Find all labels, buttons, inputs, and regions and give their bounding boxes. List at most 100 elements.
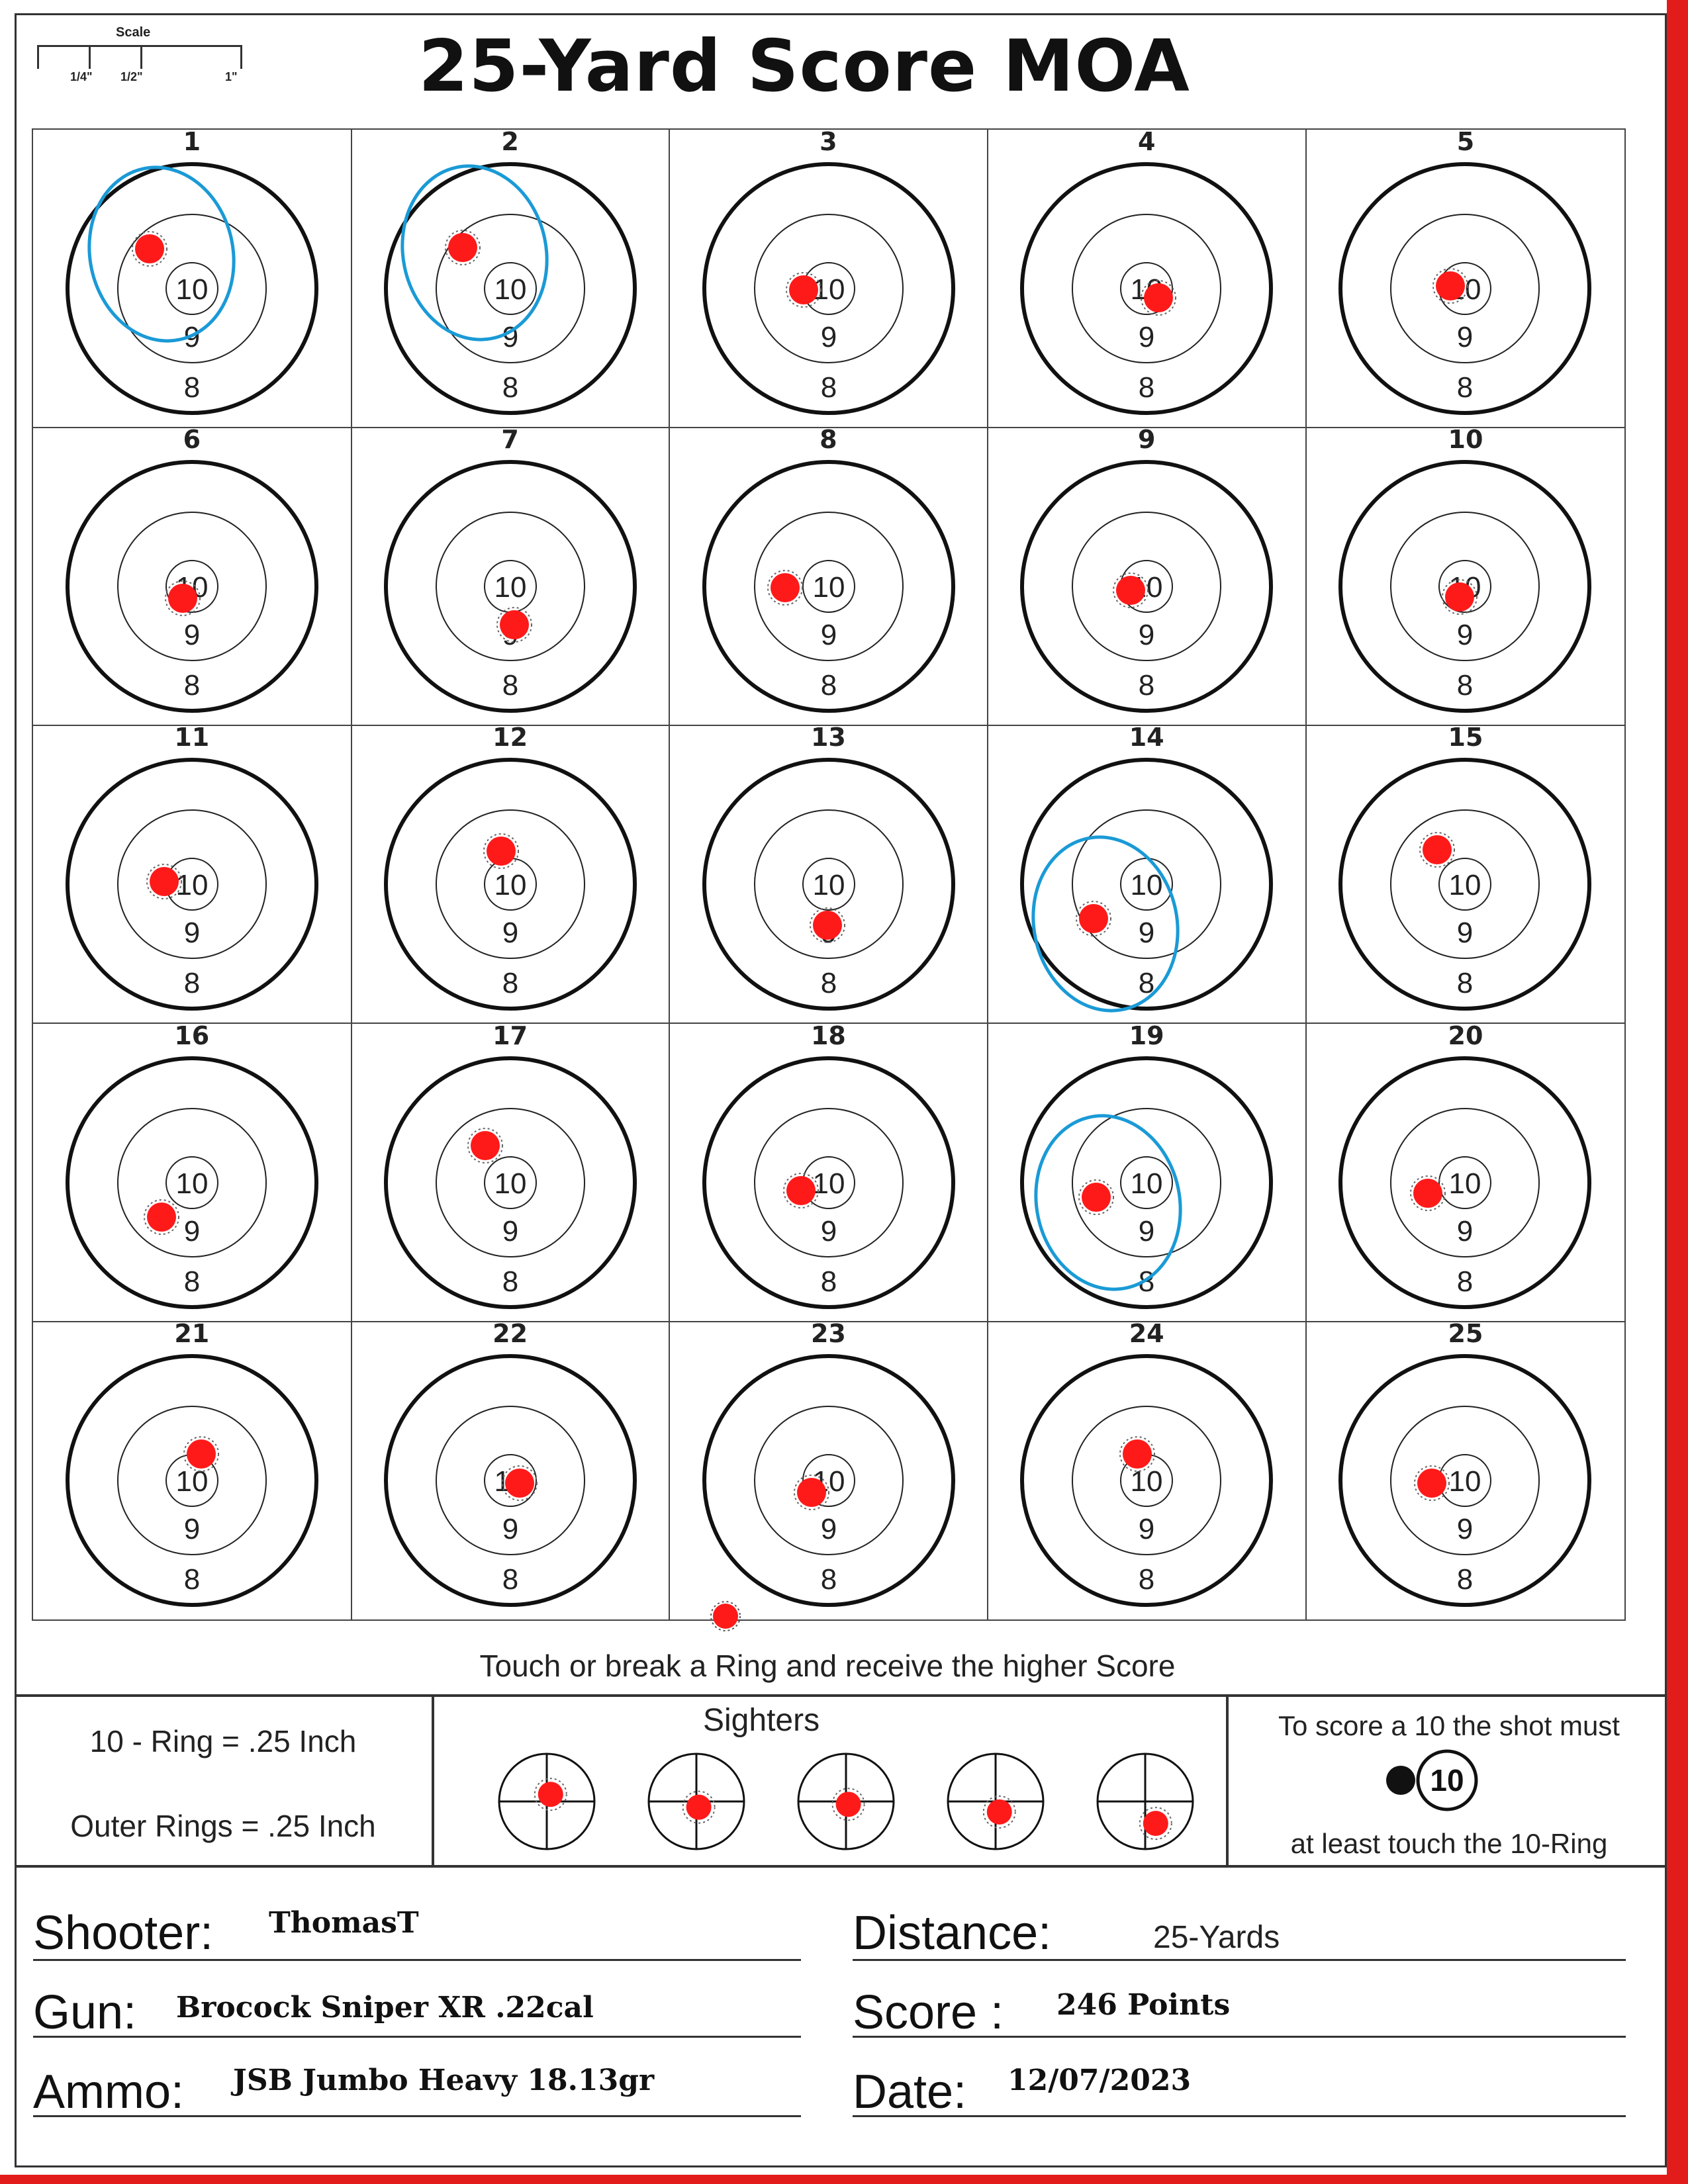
scale-bar: Scale 1/4" 1/2" 1"	[33, 20, 252, 93]
target-3: 3 10 9 8	[669, 127, 989, 428]
ring-label-8: 8	[820, 1265, 836, 1298]
shot-tear	[132, 231, 167, 267]
ring-label-8: 8	[502, 1265, 518, 1298]
ring-9	[1390, 809, 1540, 960]
ring-label-10: 10	[494, 1167, 526, 1200]
scale-tick-quarter: 1/4"	[70, 70, 93, 83]
rule-line-2: at least touch the 10-Ring	[1290, 1828, 1608, 1859]
shot-hole	[1413, 1178, 1443, 1208]
ring-label-9: 9	[1457, 1215, 1473, 1248]
shot-tear	[467, 1127, 503, 1163]
sighter-shot	[986, 1799, 1012, 1825]
ring-label-8: 8	[184, 1265, 200, 1298]
sighter-panel: 10 - Ring = .25 Inch Outer Rings = .25 I…	[15, 1694, 1667, 1868]
ten-ring-example-label: 10	[1430, 1763, 1464, 1797]
shooter-label: Shooter:	[33, 1907, 214, 1960]
shot-tear	[831, 1788, 865, 1821]
ring-label-10: 10	[1131, 1465, 1163, 1498]
ring-9	[1390, 1107, 1540, 1257]
shot-tear	[1419, 832, 1456, 868]
sighter-target-2	[647, 1752, 745, 1850]
score-label: Score :	[853, 1986, 1004, 2039]
target-number: 4	[1137, 127, 1156, 156]
sighter-shot	[538, 1782, 563, 1807]
target-2: 2 10 9 8	[351, 127, 671, 428]
ring-label-8: 8	[820, 669, 836, 702]
shot-hole	[150, 867, 179, 897]
ring-9	[117, 512, 267, 662]
target-15: 15 10 9 8	[1306, 723, 1625, 1024]
ring-label-9: 9	[1457, 917, 1473, 949]
shot-tear	[483, 833, 519, 870]
ring-label-8: 8	[184, 669, 200, 702]
shot-hole	[1082, 1182, 1111, 1212]
target-number: 9	[1137, 425, 1156, 455]
shot-tear	[809, 907, 845, 944]
page-edge-red-bottom	[0, 2175, 1688, 2184]
shot-tear	[146, 864, 182, 900]
target-number: 10	[1448, 425, 1483, 455]
ring-9	[1072, 214, 1222, 363]
ring-label-8: 8	[184, 371, 200, 404]
ring-9	[753, 809, 904, 960]
ring-10	[165, 1156, 218, 1209]
distance-label: Distance:	[853, 1907, 1052, 1960]
ten-ring-example-icon: 10	[1386, 1749, 1478, 1811]
ring-9	[435, 1107, 585, 1257]
target-number: 18	[810, 1021, 846, 1050]
shot-hole	[788, 275, 818, 304]
shot-hole	[1436, 271, 1466, 300]
shot-hole	[504, 1468, 534, 1498]
ring-label-10: 10	[812, 571, 845, 604]
shooter-value: ThomasT	[269, 1906, 419, 1940]
shot-hole	[135, 234, 164, 263]
target-19: 19 10 9 8	[988, 1021, 1307, 1322]
page-edge-red	[1667, 0, 1688, 2184]
shot-tear	[1139, 1807, 1172, 1841]
shot-hole	[786, 1175, 816, 1205]
ring-label-9: 9	[502, 917, 518, 949]
date-label: Date:	[853, 2066, 967, 2118]
shot-hole	[796, 1477, 826, 1507]
shot-tear	[165, 580, 201, 617]
shot-hole	[1423, 835, 1452, 865]
ring-label-9: 9	[184, 619, 200, 651]
ring-label-8: 8	[1457, 371, 1473, 404]
target-number: 7	[501, 425, 519, 455]
shot-tear	[1076, 901, 1112, 937]
ring-label-9: 9	[1139, 619, 1154, 651]
target-12: 12 10 9 8	[351, 723, 671, 1024]
ring-label-10: 10	[812, 869, 845, 901]
sighter-shot	[835, 1792, 861, 1817]
page-title: 25-Yard Score MOA	[418, 25, 1190, 108]
shot-hole	[1445, 582, 1475, 612]
ring-9	[435, 512, 585, 662]
target-23: 23 10 9 8	[670, 1319, 989, 1620]
ring-label-10: 10	[1449, 1465, 1481, 1498]
ring-9	[117, 809, 267, 960]
target-number: 20	[1448, 1021, 1483, 1050]
ring-9	[117, 1405, 267, 1555]
target-number: 1	[183, 127, 201, 156]
shot-hole	[147, 1202, 176, 1232]
ring-10	[802, 858, 855, 911]
shot-hole	[187, 1439, 216, 1469]
ring-label-8: 8	[820, 371, 836, 404]
sighter-target-3	[797, 1752, 895, 1850]
shot-tear	[1119, 1435, 1156, 1472]
target-number: 16	[174, 1021, 210, 1050]
ring-label-9: 9	[820, 619, 836, 651]
